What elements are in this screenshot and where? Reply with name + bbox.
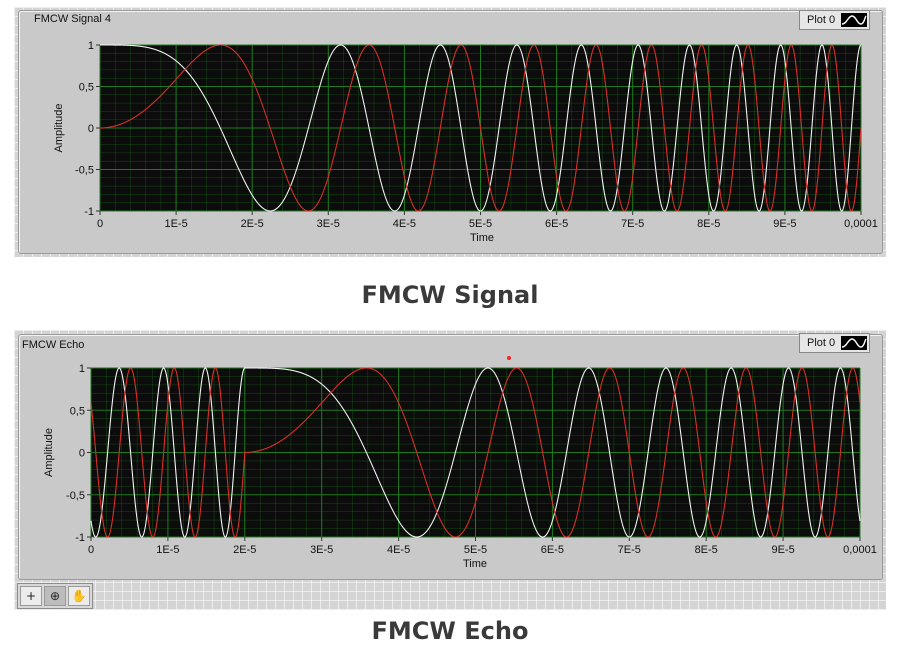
crosshair-cursor-icon[interactable]: + [20, 586, 42, 606]
series-line-red [90, 367, 861, 538]
x-tick-label: 6E-5 [541, 544, 564, 556]
y-tick-label: -0,5 [75, 165, 94, 177]
x-tick-label: 0,0001 [844, 218, 878, 230]
x-axis-label: Time [470, 232, 494, 244]
x-tick-label: 7E-5 [618, 544, 641, 556]
x-tick-label: 9E-5 [771, 544, 794, 556]
caption-signal: FMCW Signal [361, 281, 539, 309]
zoom-icon[interactable]: ⊕ [44, 586, 66, 606]
x-tick-label: 8E-5 [695, 544, 718, 556]
y-tick-label: 1 [79, 363, 85, 375]
x-tick-label: 4E-5 [387, 544, 410, 556]
x-tick-label: 6E-5 [545, 218, 568, 230]
y-tick-label: -1 [75, 532, 85, 544]
caption-echo: FMCW Echo [371, 617, 529, 645]
pan-hand-icon[interactable]: ✋ [68, 586, 90, 606]
line-style-icon[interactable] [841, 13, 868, 27]
x-tick-label: 5E-5 [464, 544, 487, 556]
graph-title: FMCW Echo [22, 339, 85, 351]
x-tick-label: 8E-5 [697, 218, 720, 230]
x-axis-label: Time [463, 558, 487, 570]
x-tick-label: 0,0001 [843, 544, 877, 556]
y-axis-label: Amplitude [53, 104, 65, 153]
x-tick-label: 0 [97, 218, 103, 230]
x-tick-label: 1E-5 [164, 218, 187, 230]
x-tick-label: 0 [88, 544, 94, 556]
y-tick-label: 0,5 [70, 405, 85, 417]
cursor-marker [507, 356, 511, 360]
series-line-white [90, 367, 861, 538]
y-tick-label: -0,5 [66, 490, 85, 502]
x-tick-label: 9E-5 [773, 218, 796, 230]
y-tick-label: 0 [79, 448, 85, 460]
y-tick-label: 0 [88, 123, 94, 135]
plot-legend-label: Plot 0 [807, 337, 836, 349]
series-line-red [100, 44, 862, 212]
plot-legend[interactable]: Plot 0 [799, 10, 871, 30]
x-tick-label: 3E-5 [310, 544, 333, 556]
y-tick-label: -1 [84, 206, 94, 218]
x-tick-label: 1E-5 [156, 544, 179, 556]
series-line-white [100, 44, 862, 212]
line-style-icon[interactable] [841, 336, 868, 350]
x-tick-label: 3E-5 [317, 218, 340, 230]
graph-palette-toolbar: + ⊕ ✋ [17, 583, 93, 609]
x-tick-label: 2E-5 [241, 218, 264, 230]
y-axis-label: Amplitude [43, 428, 55, 477]
x-tick-label: 7E-5 [621, 218, 644, 230]
x-tick-label: 4E-5 [393, 218, 416, 230]
y-tick-label: 0,5 [79, 82, 94, 94]
plot-legend[interactable]: Plot 0 [799, 333, 871, 353]
graph-title: FMCW Signal 4 [34, 13, 112, 25]
plot-legend-label: Plot 0 [807, 14, 836, 26]
x-tick-label: 2E-5 [233, 544, 256, 556]
x-tick-label: 5E-5 [469, 218, 492, 230]
y-tick-label: 1 [88, 40, 94, 52]
